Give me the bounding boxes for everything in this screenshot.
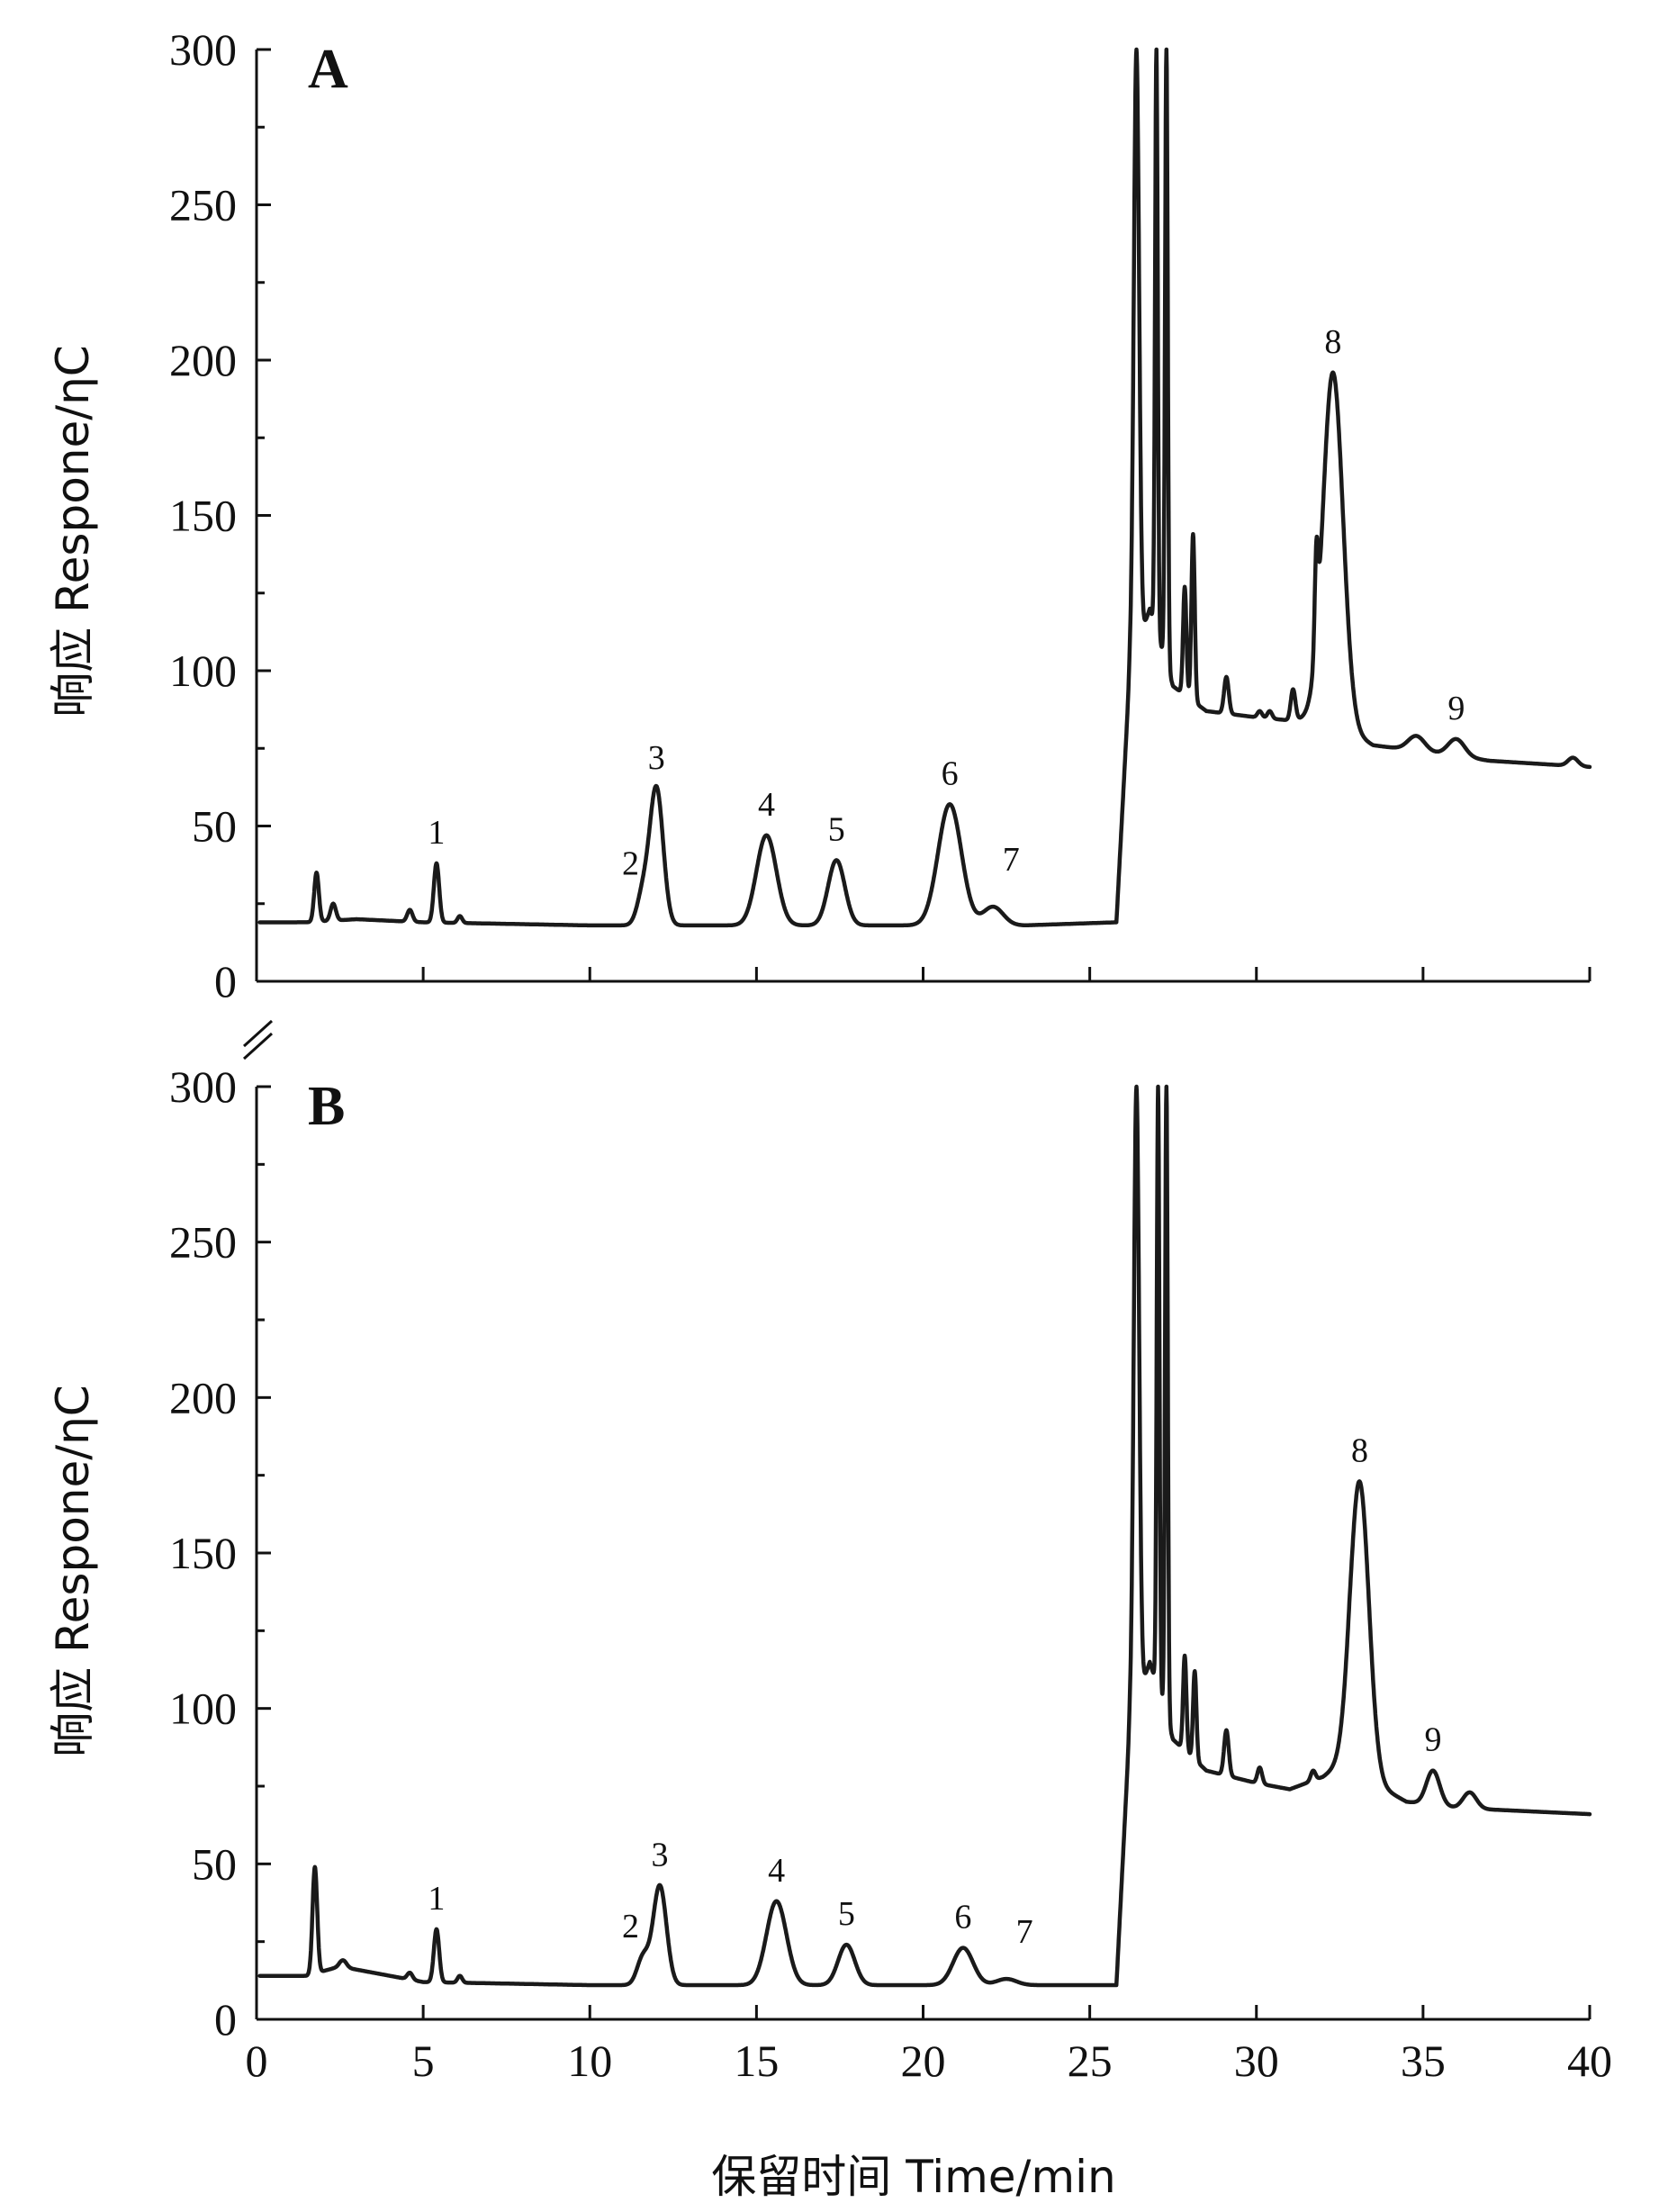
y-tick-label: 200	[169, 335, 237, 385]
peak-label: 8	[1351, 1432, 1368, 1470]
y-tick-label: 0	[214, 1994, 237, 2045]
y-axis-title-b: 响应 Respone/ηC	[47, 1385, 99, 1756]
x-tick-label: 25	[1068, 2036, 1113, 2086]
x-tick-label: 40	[1567, 2036, 1612, 2086]
y-tick-label: 50	[192, 801, 237, 852]
x-tick-label: 5	[412, 2036, 435, 2086]
x-tick-label: 20	[901, 2036, 946, 2086]
peak-label: 4	[758, 786, 775, 824]
peak-label: 3	[648, 739, 665, 777]
y-tick-label: 250	[169, 1217, 237, 1268]
chromatogram-trace	[257, 1084, 1592, 1988]
peak-label: 9	[1447, 690, 1465, 727]
panel-letter: B	[308, 1076, 345, 1137]
y-tick-label: 150	[169, 491, 237, 541]
x-axis-title: 保留时间 Time/min	[711, 2151, 1115, 2203]
y-tick-label: 300	[169, 24, 237, 75]
peak-label: 1	[428, 814, 445, 852]
y-tick-label: 250	[169, 180, 237, 230]
peak-label: 3	[652, 1837, 669, 1874]
panel-letter: A	[308, 39, 348, 100]
peak-label: 1	[428, 1880, 445, 1918]
x-tick-label: 10	[567, 2036, 612, 2086]
y-tick-label: 300	[169, 1061, 237, 1112]
peak-label: 2	[622, 1908, 639, 1946]
peak-label: 7	[1016, 1913, 1033, 1951]
y-tick-label: 150	[169, 1528, 237, 1578]
peak-label: 9	[1424, 1721, 1441, 1759]
x-tick-label: 15	[734, 2036, 779, 2086]
peak-label: 5	[828, 810, 845, 848]
x-tick-label: 30	[1234, 2036, 1279, 2086]
y-tick-label: 50	[192, 1838, 237, 1889]
peak-label: 2	[622, 844, 639, 882]
y-tick-label: 200	[169, 1372, 237, 1422]
chromatogram-trace	[257, 47, 1592, 928]
panel-a: 0 50 100 150 200 250 300 A 1 2 3 4 5 6 7 8 9	[169, 24, 1592, 1007]
peak-label: 7	[1003, 841, 1020, 879]
peak-label: 4	[768, 1852, 785, 1890]
axis-break-mark	[242, 1019, 274, 1061]
y-tick-label: 100	[169, 646, 237, 696]
peak-label: 6	[942, 754, 959, 792]
y-tick-label: 0	[214, 956, 237, 1007]
y-tick-label: 100	[169, 1684, 237, 1734]
peak-label: 6	[954, 1899, 971, 1937]
x-tick-label: 35	[1401, 2036, 1446, 2086]
x-tick-label: 0	[246, 2036, 268, 2086]
peak-label: 5	[838, 1895, 855, 1933]
y-axis-title-a: 响应 Respone/ηC	[47, 345, 99, 717]
peak-label: 8	[1324, 323, 1341, 361]
